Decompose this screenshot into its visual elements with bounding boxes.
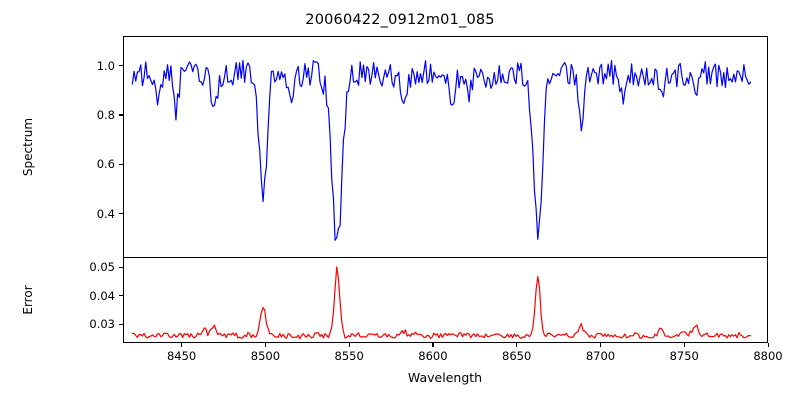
x-tick-label: 8550 <box>334 349 364 363</box>
spectrum-y-tick-label: 1.0 <box>96 58 115 73</box>
x-tick-label: 8800 <box>753 349 783 363</box>
error-line-series <box>131 266 752 340</box>
spectrum-y-tick-label: 0.6 <box>96 157 115 172</box>
spectrum-y-tickmark <box>119 163 123 165</box>
spectrum-line-series <box>131 59 752 241</box>
spectrum-plot-area <box>123 36 768 258</box>
x-tickmark <box>432 343 434 347</box>
x-tickmark <box>516 343 518 347</box>
x-tickmark <box>181 343 183 347</box>
error-y-tickmark <box>119 323 123 325</box>
error-y-tick-label: 0.03 <box>89 317 115 332</box>
spectrum-y-tick-label: 0.8 <box>96 107 115 122</box>
spectrum-y-tickmark <box>119 114 123 116</box>
x-tick-label: 8500 <box>250 349 281 363</box>
spectrum-y-tickmark <box>119 213 123 215</box>
spectrum-data-line <box>131 59 752 241</box>
x-tickmark <box>348 343 350 347</box>
chart-title: 20060422_0912m01_085 <box>305 12 495 28</box>
x-tickmark <box>599 343 602 347</box>
x-tickmark <box>683 343 685 347</box>
error-y-tickmark <box>119 266 123 268</box>
error-y-tick-label: 0.05 <box>89 260 115 275</box>
x-tick-label: 8750 <box>669 349 699 363</box>
x-tickmark <box>264 343 266 347</box>
x-tickmark <box>767 343 769 347</box>
error-y-tickmark <box>119 295 123 297</box>
x-tick-label: 8600 <box>418 349 448 363</box>
spectrum-y-axis-label: Spectrum <box>21 117 35 177</box>
x-tick-label: 8650 <box>502 349 532 363</box>
x-tick-label: 8450 <box>166 349 197 363</box>
x-tick-label: 8700 <box>585 349 616 363</box>
error-y-tick-label: 0.04 <box>89 288 115 303</box>
error-plot-area <box>123 257 768 343</box>
x-axis-label: Wavelength <box>407 370 483 385</box>
error-data-line <box>131 266 752 340</box>
spectrum-y-tick-label: 0.4 <box>96 206 115 221</box>
spectrum-y-tickmark <box>119 65 123 67</box>
error-y-axis-label: Error <box>21 285 35 315</box>
